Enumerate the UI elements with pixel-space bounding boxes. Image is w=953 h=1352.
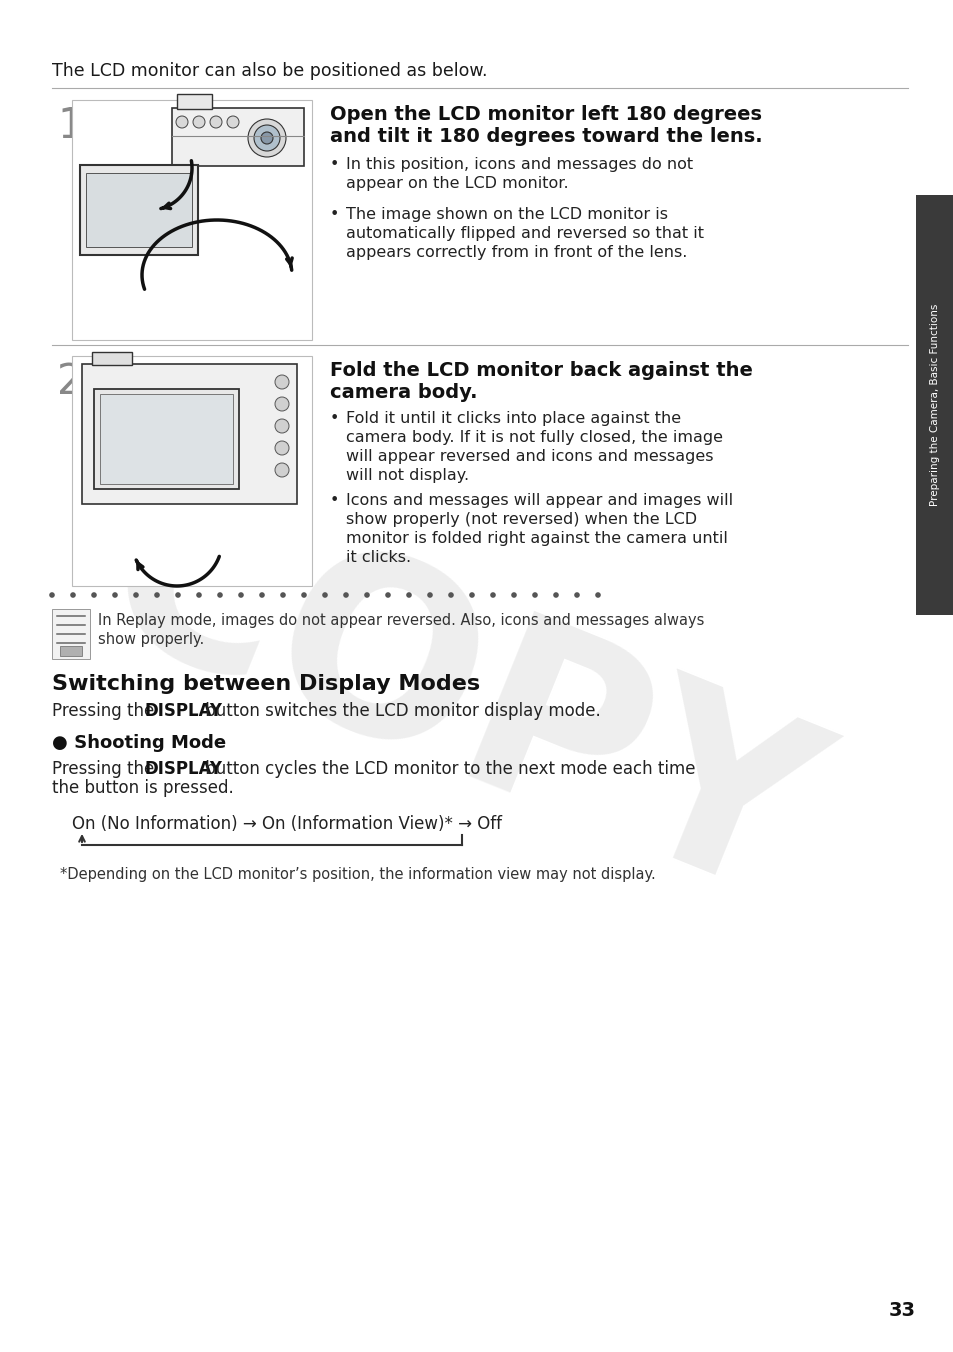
Circle shape [91,592,96,598]
Circle shape [112,592,117,598]
Text: will appear reversed and icons and messages: will appear reversed and icons and messa… [346,449,713,464]
Text: and tilt it 180 degrees toward the lens.: and tilt it 180 degrees toward the lens. [330,127,761,146]
Text: camera body.: camera body. [330,383,477,402]
Circle shape [406,592,412,598]
Text: COPY: COPY [71,456,843,950]
Text: In Replay mode, images do not appear reversed. Also, icons and messages always: In Replay mode, images do not appear rev… [98,612,703,627]
Circle shape [175,116,188,128]
Bar [80,165,198,256]
Text: it clicks.: it clicks. [346,550,411,565]
Text: Shooting Mode: Shooting Mode [68,734,226,752]
Text: Pressing the: Pressing the [52,702,159,721]
Circle shape [574,592,579,598]
Text: Open the LCD monitor left 180 degrees: Open the LCD monitor left 180 degrees [330,105,761,124]
Bar [71,356,312,585]
Text: On (No Information) → On (Information View)* → Off: On (No Information) → On (Information Vi… [71,815,501,833]
Text: Icons and messages will appear and images will: Icons and messages will appear and image… [346,493,732,508]
Text: 33: 33 [887,1301,915,1320]
Text: The LCD monitor can also be positioned as below.: The LCD monitor can also be positioned a… [52,62,487,80]
Bar [172,108,304,166]
Circle shape [50,592,54,598]
Circle shape [227,116,239,128]
Text: ●: ● [52,734,68,752]
Circle shape [71,592,75,598]
Text: appears correctly from in front of the lens.: appears correctly from in front of the l… [346,245,687,260]
Text: 1: 1 [57,105,84,147]
Circle shape [322,592,328,598]
Bar [60,646,82,656]
Text: appear on the LCD monitor.: appear on the LCD monitor. [346,176,568,191]
Circle shape [385,592,391,598]
Circle shape [274,397,289,411]
Circle shape [490,592,496,598]
Text: Fold the LCD monitor back against the: Fold the LCD monitor back against the [330,361,752,380]
Text: will not display.: will not display. [346,468,469,483]
Circle shape [427,592,433,598]
Circle shape [274,441,289,456]
Text: •: • [330,157,339,172]
Circle shape [364,592,370,598]
Circle shape [259,592,265,598]
Bar [94,389,239,489]
Text: •: • [330,411,339,426]
Circle shape [553,592,558,598]
Circle shape [196,592,202,598]
Circle shape [274,419,289,433]
Text: The image shown on the LCD monitor is: The image shown on the LCD monitor is [346,207,667,222]
Bar [177,95,212,110]
Bar [82,364,296,504]
Circle shape [274,462,289,477]
Circle shape [274,375,289,389]
Circle shape [301,592,307,598]
Bar [915,195,953,615]
Circle shape [511,592,517,598]
Circle shape [448,592,454,598]
Bar [86,173,192,247]
Text: DISPLAY: DISPLAY [144,760,222,777]
Text: DISPLAY: DISPLAY [144,702,222,721]
Circle shape [154,592,160,598]
Text: Switching between Display Modes: Switching between Display Modes [52,675,479,694]
Circle shape [248,119,286,157]
Text: show properly (not reversed) when the LCD: show properly (not reversed) when the LC… [346,512,697,527]
Text: Pressing the: Pressing the [52,760,159,777]
Circle shape [261,132,273,145]
Bar [71,100,312,339]
Text: •: • [330,207,339,222]
Text: Fold it until it clicks into place against the: Fold it until it clicks into place again… [346,411,680,426]
Text: camera body. If it is not fully closed, the image: camera body. If it is not fully closed, … [346,430,722,445]
Text: *Depending on the LCD monitor’s position, the information view may not display.: *Depending on the LCD monitor’s position… [60,867,655,882]
Text: the button is pressed.: the button is pressed. [52,779,233,796]
Text: automatically flipped and reversed so that it: automatically flipped and reversed so th… [346,226,703,241]
Circle shape [532,592,537,598]
Circle shape [238,592,244,598]
Circle shape [280,592,286,598]
Bar [91,352,132,365]
Text: button cycles the LCD monitor to the next mode each time: button cycles the LCD monitor to the nex… [200,760,695,777]
Circle shape [133,592,138,598]
Circle shape [217,592,223,598]
Bar [100,393,233,484]
Bar [52,608,90,658]
Text: •: • [330,493,339,508]
Circle shape [469,592,475,598]
Circle shape [210,116,222,128]
Text: In this position, icons and messages do not: In this position, icons and messages do … [346,157,693,172]
Circle shape [343,592,349,598]
Circle shape [595,592,600,598]
Text: 2: 2 [57,361,83,403]
Text: show properly.: show properly. [98,631,204,648]
Text: Preparing the Camera, Basic Functions: Preparing the Camera, Basic Functions [929,304,939,506]
Circle shape [253,124,280,151]
Text: button switches the LCD monitor display mode.: button switches the LCD monitor display … [200,702,600,721]
Circle shape [175,592,181,598]
Text: monitor is folded right against the camera until: monitor is folded right against the came… [346,531,727,546]
Circle shape [193,116,205,128]
